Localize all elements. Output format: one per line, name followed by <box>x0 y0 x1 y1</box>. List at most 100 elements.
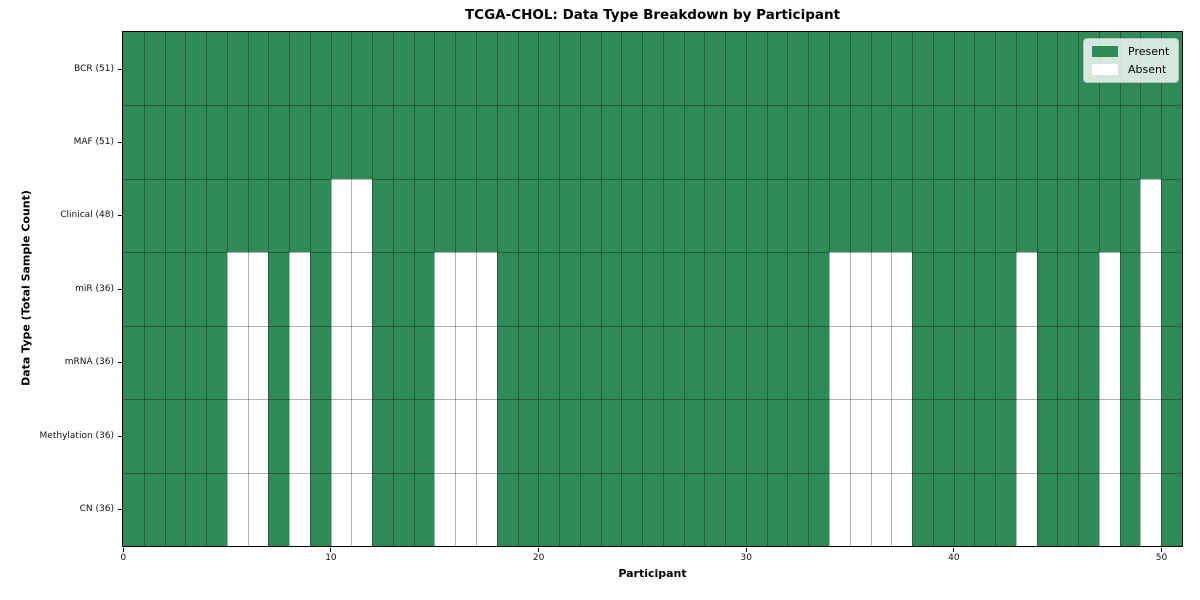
absent-swatch-icon <box>1092 64 1118 75</box>
cell-absent <box>891 252 913 326</box>
gridline-vertical <box>309 32 311 546</box>
gridline-vertical <box>330 32 332 546</box>
gridline-vertical <box>185 32 187 546</box>
cell-absent <box>351 252 373 326</box>
cell-absent <box>289 472 310 546</box>
gridline-vertical <box>392 32 394 546</box>
cell-absent <box>1015 399 1037 473</box>
cell-absent <box>455 325 476 400</box>
gridline-vertical <box>683 32 685 546</box>
gridline-vertical <box>808 32 810 546</box>
cell-absent <box>330 399 352 473</box>
x-tick-label: 50 <box>1155 553 1168 564</box>
gridline-vertical <box>289 32 291 546</box>
present-swatch-icon <box>1092 46 1118 57</box>
cell-absent <box>330 325 352 400</box>
legend-label-present: Present <box>1128 45 1170 58</box>
gridline-vertical <box>766 32 768 546</box>
x-tick-label: 20 <box>532 553 545 564</box>
cell-absent <box>1098 325 1120 400</box>
gridline-horizontal <box>123 325 1182 327</box>
cell-absent <box>289 325 310 400</box>
x-tick-label: 30 <box>740 553 752 564</box>
gridline-vertical <box>372 32 374 546</box>
gridline-vertical <box>1078 32 1080 546</box>
x-tick-label: 40 <box>948 553 960 564</box>
gridline-vertical <box>745 32 747 546</box>
x-tick-label: 0 <box>120 553 127 564</box>
gridline-vertical <box>1036 32 1038 546</box>
x-tick-label: 10 <box>325 553 337 564</box>
cell-absent <box>891 399 913 473</box>
y-tick-mark <box>118 288 122 290</box>
y-tick-label: mRNA (36) <box>64 357 114 368</box>
cell-absent <box>870 252 892 326</box>
x-tick-mark <box>330 547 332 552</box>
cell-absent <box>870 325 892 400</box>
x-axis-label: Participant <box>618 567 687 580</box>
gridline-vertical <box>974 32 976 546</box>
gridline-horizontal <box>123 399 1182 401</box>
cell-absent <box>1015 472 1037 546</box>
gridline-vertical <box>995 32 997 546</box>
x-tick-mark <box>745 547 747 552</box>
cell-absent <box>1140 178 1162 253</box>
gridline-vertical <box>538 32 540 546</box>
gridline-vertical <box>413 32 415 546</box>
legend-item-present: Present <box>1092 45 1169 58</box>
gridline-horizontal <box>123 105 1182 107</box>
cell-absent <box>849 252 871 326</box>
cell-absent <box>247 325 269 400</box>
gridline-vertical <box>226 32 228 546</box>
gridline-vertical <box>268 32 270 546</box>
y-tick-mark <box>118 68 122 70</box>
gridline-vertical <box>621 32 623 546</box>
cell-absent <box>330 178 352 253</box>
y-tick-mark <box>118 435 122 437</box>
gridline-vertical <box>725 32 727 546</box>
cell-absent <box>475 472 497 546</box>
cell-absent <box>1098 472 1120 546</box>
cell-absent <box>1098 399 1120 473</box>
gridline-vertical <box>206 32 208 546</box>
legend-label-absent: Absent <box>1128 63 1167 76</box>
gridline-horizontal <box>123 472 1182 474</box>
cell-absent <box>475 252 497 326</box>
cell-absent <box>289 399 310 473</box>
cell-absent <box>849 325 871 400</box>
cell-absent <box>330 252 352 326</box>
gridline-vertical <box>642 32 644 546</box>
cell-absent <box>829 472 850 546</box>
y-tick-mark <box>118 362 122 364</box>
gridline-vertical <box>912 32 914 546</box>
cell-absent <box>891 325 913 400</box>
cell-absent <box>434 472 456 546</box>
y-tick-label: Clinical (48) <box>60 210 114 221</box>
x-tick-mark <box>538 547 540 552</box>
gridline-vertical <box>1098 32 1100 546</box>
gridline-vertical <box>891 32 893 546</box>
cell-absent <box>434 325 456 400</box>
y-tick-label: BCR (51) <box>74 63 114 74</box>
cell-absent <box>849 399 871 473</box>
cell-absent <box>434 252 456 326</box>
legend: Present Absent <box>1083 38 1180 83</box>
gridline-vertical <box>662 32 664 546</box>
legend-item-absent: Absent <box>1092 63 1169 76</box>
gridline-vertical <box>600 32 602 546</box>
gridline-vertical <box>829 32 830 546</box>
gridline-vertical <box>1161 32 1163 546</box>
gridline-horizontal <box>123 252 1182 254</box>
cell-absent <box>247 252 269 326</box>
cell-absent <box>475 399 497 473</box>
x-tick-mark <box>122 547 124 552</box>
cell-absent <box>829 399 850 473</box>
cell-absent <box>870 399 892 473</box>
gridline-vertical <box>1119 32 1121 546</box>
cell-absent <box>829 252 850 326</box>
cell-absent <box>247 399 269 473</box>
cell-absent <box>1015 252 1037 326</box>
gridline-vertical <box>1140 32 1142 546</box>
chart-title: TCGA-CHOL: Data Type Breakdown by Partic… <box>464 7 841 23</box>
